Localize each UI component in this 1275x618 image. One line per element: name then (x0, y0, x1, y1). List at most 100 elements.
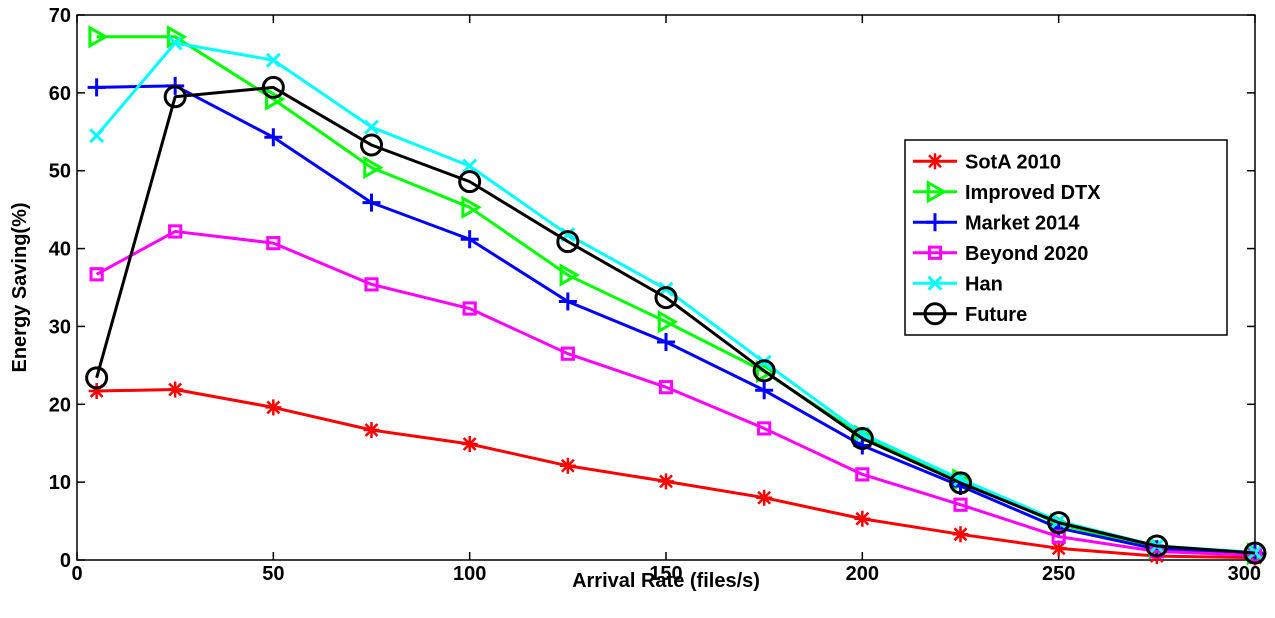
data-point (363, 156, 384, 180)
data-point (458, 170, 482, 194)
data-point (559, 457, 576, 474)
legend-label: Future (965, 304, 1027, 326)
legend-label: Market 2014 (965, 212, 1080, 234)
data-point (266, 236, 281, 251)
data-point (362, 193, 381, 212)
data-point (167, 381, 184, 398)
data-point (752, 359, 776, 383)
legend: SotA 2010 Improved DTX Market 2014 Beyond 2… (904, 139, 1228, 336)
data-point (265, 399, 282, 416)
data-point (89, 267, 104, 282)
data-point (168, 224, 183, 239)
series-sota-2010 (88, 381, 1263, 566)
y-tick-label: 10 (49, 472, 71, 494)
data-point (926, 213, 944, 232)
data-point (1247, 548, 1263, 563)
x-tick-label: 100 (453, 563, 486, 585)
data-point (1047, 511, 1071, 535)
y-axis-title: Energy Saving(%) (9, 202, 31, 372)
x-tick-label: 250 (1042, 563, 1075, 585)
legend-entry: Improved DTX (913, 180, 1101, 204)
data-point (953, 497, 968, 512)
data-point (1243, 541, 1267, 565)
data-point (755, 360, 777, 384)
data-point (265, 52, 281, 68)
data-point (261, 75, 285, 99)
y-tick-label: 50 (49, 161, 71, 183)
data-point (559, 263, 580, 287)
data-point (654, 286, 678, 310)
data-point (461, 435, 478, 452)
data-point (927, 153, 943, 170)
data-point (854, 510, 871, 527)
legend-box (904, 139, 1228, 336)
axis-ticks: 0 50 100 150 200 250 300 0 10 20 30 40 50 60 70 (49, 5, 1261, 585)
data-point (755, 381, 774, 400)
x-tick-label: 0 (71, 563, 82, 585)
data-point (462, 301, 477, 316)
data-point (87, 78, 106, 97)
data-point (558, 292, 577, 311)
data-point (855, 467, 870, 482)
data-point (85, 366, 109, 390)
data-point (556, 230, 580, 254)
data-point (264, 128, 283, 147)
series-beyond-2020 (89, 224, 1263, 563)
series-line (95, 229, 1256, 557)
data-point (364, 277, 379, 292)
data-point (88, 383, 105, 400)
data-point (462, 158, 478, 174)
legend-entry: Beyond 2020 (913, 243, 1088, 265)
x-tick-label: 150 (649, 563, 682, 585)
data-point (88, 25, 109, 49)
x-tick-label: 200 (846, 563, 879, 585)
data-point (163, 85, 187, 109)
data-point (89, 128, 105, 144)
data-point (167, 35, 183, 51)
data-point (850, 427, 874, 451)
legend-entry: Han (913, 273, 1003, 295)
series-line (95, 85, 1256, 555)
data-point (460, 230, 479, 249)
data-point (1051, 529, 1066, 544)
x-tick-label: 300 (1228, 563, 1261, 585)
data-point (952, 526, 969, 543)
y-tick-label: 60 (49, 83, 71, 105)
data-point (461, 195, 482, 219)
data-point (927, 245, 943, 260)
data-point (657, 310, 679, 334)
data-point (1050, 540, 1067, 557)
data-point (658, 473, 674, 490)
legend-label: Improved DTX (965, 182, 1101, 204)
y-tick-label: 30 (49, 316, 71, 338)
legend-entry: SotA 2010 (913, 151, 1061, 173)
series-future (85, 75, 1267, 565)
data-point (265, 87, 286, 111)
data-point (927, 275, 943, 291)
x-tick-label: 50 (262, 563, 284, 585)
data-point (360, 133, 383, 157)
data-point (949, 471, 972, 495)
series-layer (85, 25, 1268, 566)
data-point (657, 333, 675, 351)
data-point (658, 380, 674, 395)
legend-label: Han (965, 273, 1003, 295)
data-point (363, 421, 380, 438)
legend-label: Beyond 2020 (965, 243, 1088, 265)
legend-entry: Future (913, 302, 1027, 326)
data-point (926, 180, 948, 204)
y-axis-title-group: Energy Saving(%) (9, 202, 31, 372)
data-point (923, 302, 947, 326)
y-tick-label: 40 (49, 239, 71, 261)
y-tick-label: 70 (49, 5, 71, 27)
legend-label: SotA 2010 (965, 151, 1061, 173)
y-tick-label: 20 (49, 394, 71, 416)
data-point (560, 346, 575, 361)
legend-entry: Market 2014 (913, 212, 1080, 234)
y-tick-label: 0 (60, 550, 71, 572)
data-point (1145, 534, 1169, 558)
data-point (756, 489, 773, 506)
x-axis-title: Arrival Rate (files/s) (572, 570, 760, 592)
data-point (364, 119, 379, 135)
